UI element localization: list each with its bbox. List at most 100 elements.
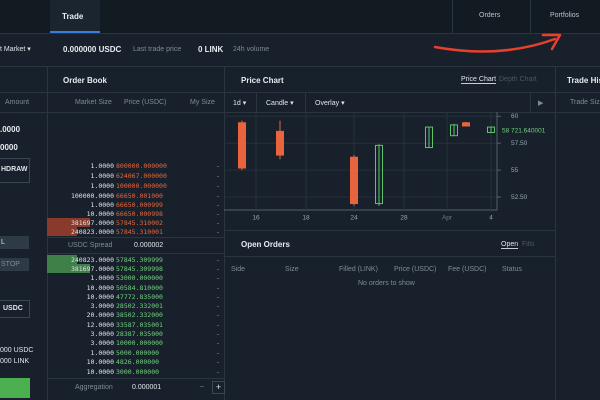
y-tick-label: 52.50 bbox=[511, 194, 528, 201]
expand-button[interactable]: ▶ bbox=[538, 100, 544, 107]
orders-tab[interactable]: Fills bbox=[522, 241, 535, 248]
button-label[interactable]: STOP bbox=[1, 261, 20, 268]
control-label[interactable]: Candle bbox=[266, 100, 289, 107]
my-size: - bbox=[216, 321, 220, 329]
column-header: Filled (LINK) bbox=[339, 266, 378, 273]
market-size: 1.0000 bbox=[90, 274, 114, 282]
withdraw-button[interactable] bbox=[0, 158, 30, 183]
price: 5000.000000 bbox=[116, 349, 160, 357]
control-label[interactable]: 1d bbox=[233, 100, 241, 107]
market-size: 10.0000 bbox=[86, 210, 114, 218]
market-size: 10.0000 bbox=[86, 284, 114, 292]
panel-title: Order Book bbox=[63, 76, 108, 85]
chart-toggle[interactable]: Price Chart bbox=[461, 76, 497, 84]
my-size: - bbox=[216, 302, 220, 310]
empty-message: No orders to show bbox=[358, 280, 415, 287]
price: 33587.035001 bbox=[116, 321, 163, 329]
button-label[interactable]: USDC bbox=[3, 305, 23, 312]
stop-button[interactable] bbox=[0, 258, 29, 271]
panel-title: Price Chart bbox=[241, 76, 284, 85]
control[interactable]: Overlay ▾ bbox=[315, 100, 345, 107]
decrease-button[interactable]: – bbox=[200, 383, 204, 390]
control[interactable]: Candle ▾ bbox=[266, 100, 294, 107]
column-header: Price (USDC) bbox=[124, 99, 167, 106]
amount-value: 0000 bbox=[0, 143, 18, 152]
market-size: 1.0000 bbox=[90, 349, 114, 357]
annotation-arrow bbox=[433, 33, 562, 53]
divider bbox=[0, 33, 600, 34]
my-size: - bbox=[216, 162, 220, 170]
my-size: - bbox=[216, 172, 220, 180]
portfolios-link[interactable]: Portfolios bbox=[550, 12, 580, 19]
x-tick-label: 18 bbox=[302, 215, 310, 222]
balance: 000 USDC bbox=[0, 347, 34, 354]
y-tick-label: 60 bbox=[511, 113, 519, 120]
market-size: 240823.0000 bbox=[70, 256, 114, 264]
control[interactable]: 1d ▾ bbox=[233, 100, 247, 107]
price: 624067.000000 bbox=[116, 172, 167, 180]
my-size: - bbox=[216, 228, 220, 236]
my-size: - bbox=[216, 210, 220, 218]
price: 100000.000000 bbox=[116, 182, 167, 190]
price: 57845.309998 bbox=[116, 265, 163, 273]
limit-button[interactable] bbox=[0, 236, 29, 249]
market-size: 10.0000 bbox=[86, 368, 114, 376]
market-size: 381697.0000 bbox=[70, 265, 114, 273]
control-label[interactable]: Overlay bbox=[315, 100, 340, 107]
amount-value: .0000 bbox=[0, 125, 21, 134]
chart-toggle[interactable]: Depth Chart bbox=[499, 76, 537, 83]
my-size: - bbox=[216, 368, 220, 376]
candle-body bbox=[276, 130, 284, 156]
my-size: - bbox=[216, 339, 220, 347]
candle-body bbox=[425, 126, 433, 149]
price: 66650.000999 bbox=[116, 201, 163, 209]
button-label[interactable]: L bbox=[1, 239, 5, 246]
market-label[interactable]: t Market bbox=[0, 46, 26, 53]
market-size: 381697.0000 bbox=[70, 219, 114, 227]
orders-link[interactable]: Orders bbox=[479, 12, 501, 19]
column-header: Fee (USDC) bbox=[448, 266, 487, 273]
market-selector[interactable]: t Market ▾ bbox=[0, 46, 31, 53]
market-size: 1.0000 bbox=[90, 172, 114, 180]
my-size: - bbox=[216, 182, 220, 190]
volume-label: 24h volume bbox=[233, 46, 270, 53]
x-tick-label: 4 bbox=[489, 215, 493, 222]
aggregation-value: 0.000001 bbox=[132, 384, 162, 391]
my-size: - bbox=[216, 265, 220, 273]
column-header: Status bbox=[502, 266, 522, 273]
my-size: - bbox=[216, 284, 220, 292]
column-header: Side bbox=[231, 266, 246, 273]
balance: 000 LINK bbox=[0, 358, 30, 365]
submit-button[interactable] bbox=[0, 378, 30, 398]
divider bbox=[47, 237, 224, 238]
price: 28387.035000 bbox=[116, 330, 163, 338]
depth-bar bbox=[47, 218, 90, 227]
price: 10000.000000 bbox=[116, 339, 163, 347]
last-price-label: Last trade price bbox=[133, 46, 182, 53]
divider bbox=[452, 0, 453, 33]
divider bbox=[0, 112, 47, 113]
currency-button[interactable] bbox=[0, 300, 30, 318]
tab-label[interactable]: Trade bbox=[62, 12, 84, 21]
market-size: 20.0000 bbox=[86, 311, 114, 319]
y-tick-label: 55 bbox=[511, 167, 519, 174]
column-header: Price (USDC) bbox=[394, 266, 437, 273]
my-size: - bbox=[216, 349, 220, 357]
amount-header: Amount bbox=[5, 99, 30, 106]
candle-body bbox=[462, 122, 470, 127]
my-size: - bbox=[216, 311, 220, 319]
market-size: 240823.0000 bbox=[70, 228, 114, 236]
price: 53000.000000 bbox=[116, 274, 163, 282]
increase-button[interactable]: + bbox=[212, 381, 225, 394]
my-size: - bbox=[216, 256, 220, 264]
my-size: - bbox=[216, 192, 220, 200]
column-header: Trade Siz bbox=[570, 99, 600, 106]
market-size: 3.0000 bbox=[90, 302, 114, 310]
divider bbox=[530, 0, 531, 33]
y-tick-label: 57.50 bbox=[511, 140, 528, 147]
trade-tab[interactable] bbox=[50, 0, 100, 33]
button-label[interactable]: HDRAW bbox=[1, 166, 28, 173]
price: 50584.810000 bbox=[116, 284, 163, 292]
orders-tab[interactable]: Open bbox=[501, 241, 519, 249]
